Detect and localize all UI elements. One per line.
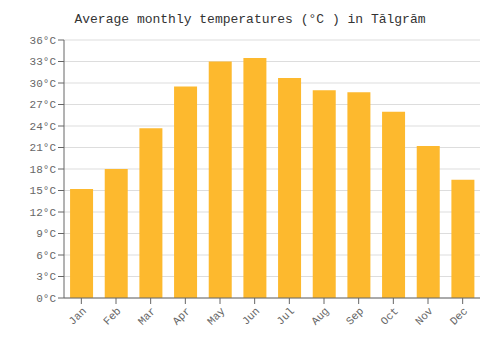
svg-text:Feb: Feb [101, 305, 123, 327]
svg-text:24°C: 24°C [30, 121, 57, 133]
svg-text:Jan: Jan [66, 305, 88, 327]
svg-text:27°C: 27°C [30, 99, 57, 111]
svg-text:Nov: Nov [413, 305, 436, 328]
svg-text:6°C: 6°C [36, 250, 56, 262]
svg-text:Aug: Aug [309, 305, 331, 327]
svg-text:15°C: 15°C [30, 185, 57, 197]
svg-text:Apr: Apr [170, 305, 192, 327]
svg-text:Sep: Sep [344, 305, 366, 327]
svg-text:30°C: 30°C [30, 78, 57, 90]
svg-text:3°C: 3°C [36, 271, 56, 283]
svg-text:18°C: 18°C [30, 164, 57, 176]
svg-text:May: May [205, 305, 228, 328]
svg-text:Dec: Dec [448, 305, 470, 327]
svg-text:9°C: 9°C [36, 228, 56, 240]
svg-text:21°C: 21°C [30, 142, 57, 154]
html-text:Average monthly temperatures (: Average monthly temperatures (°C ) in Tā… [74, 12, 426, 27]
svg-text:Oct: Oct [378, 305, 400, 327]
svg-text:33°C: 33°C [30, 56, 57, 68]
svg-text:Mar: Mar [136, 305, 158, 327]
svg-text:12°C: 12°C [30, 207, 57, 219]
svg-text:36°C: 36°C [30, 35, 57, 47]
svg-text:0°C: 0°C [36, 293, 56, 305]
svg-text:Jun: Jun [240, 305, 262, 327]
svg-text:Jul: Jul [274, 305, 296, 327]
